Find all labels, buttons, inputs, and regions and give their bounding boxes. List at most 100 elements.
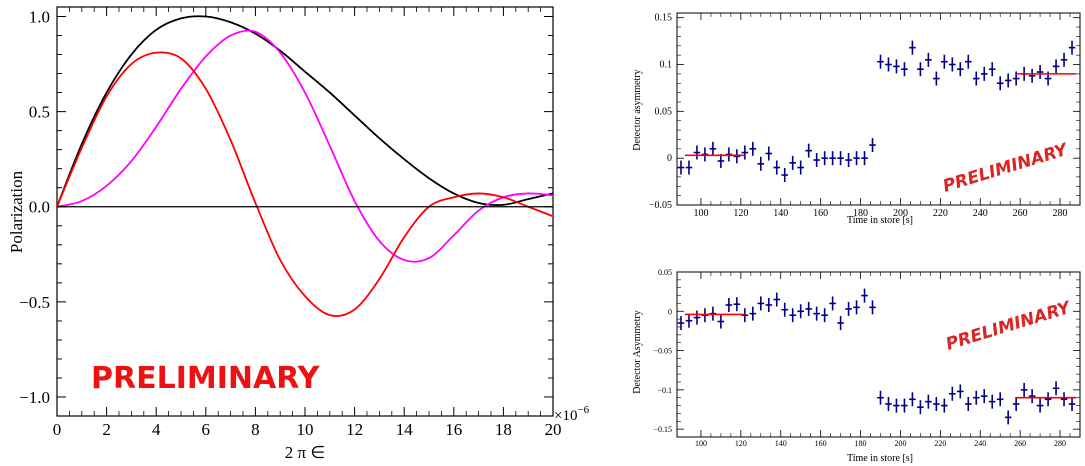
data-point	[901, 62, 908, 77]
x-tick-labels: 100 120 140 160 180 200 220 240 260 280	[693, 208, 1067, 219]
data-point	[1060, 52, 1068, 67]
data-point	[717, 314, 725, 329]
y-tick-label: 0.15	[655, 13, 673, 24]
data-point	[853, 300, 860, 315]
x-tick-label: 180	[855, 439, 867, 448]
data-point	[941, 54, 948, 69]
data-point	[757, 156, 765, 171]
x-axis-label: Time in store [s]	[847, 215, 913, 226]
series-line-1	[56, 29, 554, 263]
data-point	[1004, 410, 1012, 425]
data-point	[964, 397, 972, 411]
curve-group	[56, 15, 554, 317]
data-point	[773, 160, 781, 175]
data-point	[980, 66, 988, 81]
x-tick-label: 120	[733, 208, 748, 219]
data-point	[1052, 381, 1060, 396]
preliminary-watermark: PRELIMINARY	[91, 361, 321, 396]
data-point	[956, 384, 964, 399]
y-tick-labels: −0.05 0 0.05 0.1 0.15	[649, 13, 672, 211]
y-tick-labels: −1.0 −0.5 0.0 0.5 1.0	[19, 8, 50, 407]
data-point	[972, 390, 980, 405]
data-point	[677, 160, 685, 175]
data-point	[861, 288, 868, 303]
data-point	[861, 151, 868, 166]
data-point	[789, 155, 797, 170]
data-point	[733, 149, 741, 164]
data-point	[1004, 73, 1012, 88]
y-tick-label: 0	[667, 153, 672, 164]
y-tick-labels: −0.15 −0.1 −0.05 0 0.05	[653, 268, 672, 434]
y-axis-label: Detector Asymmetry	[632, 310, 643, 394]
data-point	[956, 62, 964, 77]
tick-marks	[56, 7, 554, 417]
y-tick-label: 0.05	[658, 268, 672, 277]
x-tick-label: 20	[545, 420, 562, 439]
data-point	[1028, 68, 1036, 83]
data-point	[988, 394, 996, 409]
data-point	[725, 147, 733, 162]
x-tick-label: 6	[202, 420, 211, 439]
data-point	[821, 151, 828, 166]
data-point	[749, 306, 757, 321]
data-point	[1028, 389, 1036, 404]
data-point	[964, 54, 972, 69]
data-point	[885, 57, 892, 72]
data-point	[837, 151, 844, 166]
data-point	[837, 316, 844, 331]
x-tick-label: 180	[853, 208, 868, 219]
data-point	[797, 160, 804, 175]
data-point	[805, 301, 812, 316]
x-tick-label: 100	[695, 439, 707, 448]
data-point	[885, 397, 892, 411]
data-points	[677, 288, 1076, 425]
y-tick-label: 1.0	[29, 8, 50, 27]
data-point	[741, 145, 749, 160]
data-point	[845, 153, 852, 168]
data-point	[949, 57, 956, 72]
y-tick-label: 0.0	[29, 198, 50, 217]
data-point	[1060, 392, 1068, 407]
x-tick-labels: 0 2 4 6 8 10 12 14 16 18 20	[53, 420, 562, 439]
x-tick-label: 10	[297, 420, 314, 439]
x-axis-label: 2 π ∈	[285, 443, 325, 462]
y-tick-label: 0.1	[660, 60, 673, 71]
data-point	[845, 301, 852, 316]
y-tick-label: −0.5	[19, 293, 50, 312]
y-tick-label: 0.05	[655, 106, 673, 117]
x-exponent-label: ×10−6	[554, 404, 590, 424]
data-point	[781, 302, 789, 317]
data-point	[725, 298, 733, 312]
data-point	[765, 146, 773, 161]
y-tick-label: 0.5	[29, 103, 50, 122]
plot-frame	[676, 271, 1081, 438]
x-tick-label: 100	[693, 208, 708, 219]
x-axis-label: Time in store [s]	[847, 453, 913, 464]
x-tick-label: 8	[251, 420, 260, 439]
data-point	[1036, 65, 1044, 80]
x-tick-label: 160	[815, 439, 827, 448]
data-point	[1020, 382, 1028, 397]
x-tick-label: 240	[974, 439, 986, 448]
asymmetry-chart-bottom: 100 120 140 160 180 200 220 240 260 280 −0.15−0.1…	[632, 268, 1081, 464]
tick-marks	[677, 271, 1081, 437]
data-point	[829, 296, 836, 311]
preliminary-watermark: PRELIMINARY	[944, 298, 1075, 355]
y-tick-label: −0.15	[653, 425, 672, 434]
data-point	[925, 52, 932, 67]
data-point	[917, 62, 924, 77]
y-axis-label: Polarization	[7, 170, 26, 253]
fit-lines	[684, 313, 1077, 399]
y-tick-label: −0.1	[657, 386, 672, 395]
plot-frame	[676, 12, 1081, 206]
data-point	[877, 54, 884, 69]
data-point	[1052, 59, 1060, 74]
x-tick-label: 220	[934, 439, 946, 448]
x-tick-label: 0	[53, 420, 62, 439]
y-axis-label: Detector asymmetry	[632, 69, 643, 150]
preliminary-watermark: PRELIMINARY	[941, 140, 1072, 197]
data-point	[972, 71, 980, 86]
data-point	[773, 292, 781, 307]
y-tick-label: −0.05	[653, 347, 672, 356]
